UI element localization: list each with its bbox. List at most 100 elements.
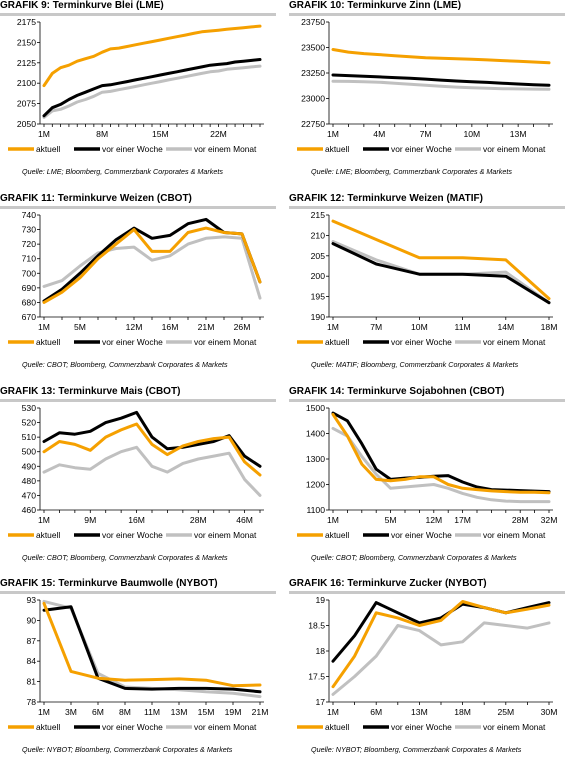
x-tick-label: 28M bbox=[512, 515, 529, 525]
y-tick-label: 710 bbox=[22, 254, 37, 264]
y-tick-label: 210 bbox=[311, 230, 326, 240]
x-tick-label: 1M bbox=[38, 129, 50, 139]
x-tick-label: 19M bbox=[225, 707, 242, 717]
chart-svg: 78 81 84 87 90 93 1M 3M 6M 8M 11M 13M 15M 19M 21M aktue… bbox=[8, 595, 269, 732]
chart-title: GRAFIK 14: Terminkurve Sojabohnen (CBOT) bbox=[289, 386, 505, 397]
y-tick-label: 490 bbox=[22, 461, 37, 471]
y-tick-label: 730 bbox=[22, 225, 37, 235]
x-tick-label: 11M bbox=[455, 322, 471, 332]
chart-svg: 22750 23000 23250 23500 23750 1M 4M 7M 10M 13M akt… bbox=[297, 17, 553, 154]
x-tick-label: 5M bbox=[385, 515, 397, 525]
y-tick-label: 2050 bbox=[17, 119, 36, 129]
x-tick-label: 28M bbox=[190, 515, 207, 525]
x-tick-label: 21M bbox=[252, 707, 269, 717]
chart-svg: 670 680 690 700 710 720 730 740 1M 5M 12M 16M 21M 26M… bbox=[8, 210, 264, 347]
y-tick-label: 18 bbox=[315, 646, 325, 656]
series-line-aktuell bbox=[42, 601, 262, 688]
legend-label-vor-einer-woche: vor einer Woche bbox=[102, 337, 163, 347]
chart-panel-wheat-cbot: GRAFIK 11: Terminkurve Weizen (CBOT) 670 6… bbox=[0, 193, 276, 383]
y-tick-label: 17.5 bbox=[308, 672, 325, 682]
series-line-aktuell bbox=[331, 219, 551, 301]
y-tick-label: 215 bbox=[311, 210, 326, 220]
source-note: Quelle: NYBOT; Bloomberg, Commerzbank Co… bbox=[22, 745, 233, 754]
title-bar: GRAFIK 15: Terminkurve Baumwolle (NYBOT) bbox=[0, 578, 276, 594]
legend-label-vor-einer-woche: vor einer Woche bbox=[391, 530, 452, 540]
series-line-aktuell bbox=[42, 422, 262, 477]
x-tick-label: 7M bbox=[370, 322, 382, 332]
y-tick-label: 470 bbox=[22, 490, 37, 500]
legend-label-vor-einem-monat: vor einem Monat bbox=[194, 144, 257, 154]
legend-label-vor-einer-woche: vor einer Woche bbox=[391, 722, 452, 732]
series-line-vor-einem-monat bbox=[331, 240, 551, 305]
y-tick-label: 23750 bbox=[301, 17, 325, 27]
source-note: Quelle: NYBOT; Bloomberg, Commerzbank Co… bbox=[311, 745, 522, 754]
y-tick-label: 200 bbox=[311, 271, 326, 281]
chart-title: GRAFIK 9: Terminkurve Blei (LME) bbox=[0, 0, 164, 11]
y-tick-label: 23000 bbox=[301, 94, 325, 104]
y-tick-label: 205 bbox=[311, 251, 326, 261]
y-tick-label: 690 bbox=[22, 283, 37, 293]
series-line-vor-einem-monat bbox=[42, 445, 262, 497]
chart-title: GRAFIK 13: Terminkurve Mais (CBOT) bbox=[0, 386, 181, 397]
x-tick-label: 6M bbox=[370, 707, 382, 717]
y-tick-label: 18.5 bbox=[308, 621, 325, 631]
x-tick-label: 4M bbox=[373, 129, 385, 139]
x-tick-label: 5M bbox=[74, 322, 86, 332]
x-tick-label: 26M bbox=[234, 322, 251, 332]
y-tick-label: 700 bbox=[22, 268, 37, 278]
y-tick-label: 510 bbox=[22, 432, 37, 442]
y-tick-label: 93 bbox=[26, 595, 36, 605]
x-tick-label: 1M bbox=[327, 322, 339, 332]
source-note: Quelle: LME; Bloomberg, Commerzbank Corp… bbox=[311, 167, 512, 176]
y-tick-label: 78 bbox=[26, 697, 36, 707]
y-tick-label: 23250 bbox=[301, 68, 325, 78]
x-tick-label: 1M bbox=[327, 129, 339, 139]
y-tick-label: 720 bbox=[22, 239, 37, 249]
source-note: Quelle: CBOT; Bloomberg, Commerzbank Cor… bbox=[22, 360, 228, 369]
chart-panel-corn: GRAFIK 13: Terminkurve Mais (CBOT) 460 470… bbox=[0, 386, 276, 576]
chart-svg: 190 195 200 205 210 215 1M 7M 10M 11M 14M 18M aktuel… bbox=[297, 210, 557, 347]
y-tick-label: 2175 bbox=[17, 17, 36, 27]
x-tick-label: 21M bbox=[198, 322, 215, 332]
source-note: Quelle: MATIF; Bloomberg, Commerzbank Co… bbox=[311, 360, 519, 369]
legend-label-vor-einer-woche: vor einer Woche bbox=[102, 530, 163, 540]
title-bar: GRAFIK 11: Terminkurve Weizen (CBOT) bbox=[0, 193, 276, 209]
legend-label-vor-einer-woche: vor einer Woche bbox=[102, 722, 163, 732]
y-tick-label: 1500 bbox=[306, 403, 325, 413]
series-line-vor-einem-monat bbox=[42, 64, 262, 119]
x-tick-label: 1M bbox=[38, 707, 50, 717]
x-tick-label: 12M bbox=[425, 515, 442, 525]
x-tick-label: 46M bbox=[236, 515, 253, 525]
series-line-vor-einem-monat bbox=[42, 235, 262, 300]
title-bar: GRAFIK 12: Terminkurve Weizen (MATIF) bbox=[289, 193, 565, 209]
x-tick-label: 22M bbox=[210, 129, 227, 139]
y-tick-label: 19 bbox=[315, 595, 325, 605]
legend-label-aktuell: aktuell bbox=[36, 337, 60, 347]
y-tick-label: 2150 bbox=[17, 37, 36, 47]
legend-label-aktuell: aktuell bbox=[325, 530, 349, 540]
y-tick-label: 90 bbox=[26, 615, 36, 625]
y-tick-label: 530 bbox=[22, 403, 37, 413]
chart-title: GRAFIK 11: Terminkurve Weizen (CBOT) bbox=[0, 193, 192, 204]
y-tick-label: 2125 bbox=[17, 58, 36, 68]
y-tick-label: 81 bbox=[26, 677, 36, 687]
x-tick-label: 18M bbox=[454, 707, 471, 717]
series-line-vor-einer-woche bbox=[331, 242, 551, 305]
series-line-aktuell bbox=[42, 24, 262, 88]
series-line-vor-einer-woche bbox=[331, 73, 551, 87]
title-bar: GRAFIK 16: Terminkurve Zucker (NYBOT) bbox=[289, 578, 565, 594]
chart-panel-lead: GRAFIK 9: Terminkurve Blei (LME) 2050 2075… bbox=[0, 0, 276, 190]
legend-label-vor-einem-monat: vor einem Monat bbox=[194, 722, 257, 732]
x-tick-label: 1M bbox=[38, 322, 50, 332]
x-tick-label: 25M bbox=[497, 707, 514, 717]
x-tick-label: 16M bbox=[162, 322, 179, 332]
x-tick-label: 15M bbox=[198, 707, 215, 717]
legend-label-vor-einer-woche: vor einer Woche bbox=[391, 144, 452, 154]
y-tick-label: 2100 bbox=[17, 78, 36, 88]
x-tick-label: 10M bbox=[463, 129, 480, 139]
legend-label-vor-einer-woche: vor einer Woche bbox=[391, 337, 452, 347]
y-tick-label: 520 bbox=[22, 418, 37, 428]
y-tick-label: 480 bbox=[22, 476, 37, 486]
x-tick-label: 10M bbox=[411, 322, 428, 332]
x-tick-label: 13M bbox=[171, 707, 188, 717]
